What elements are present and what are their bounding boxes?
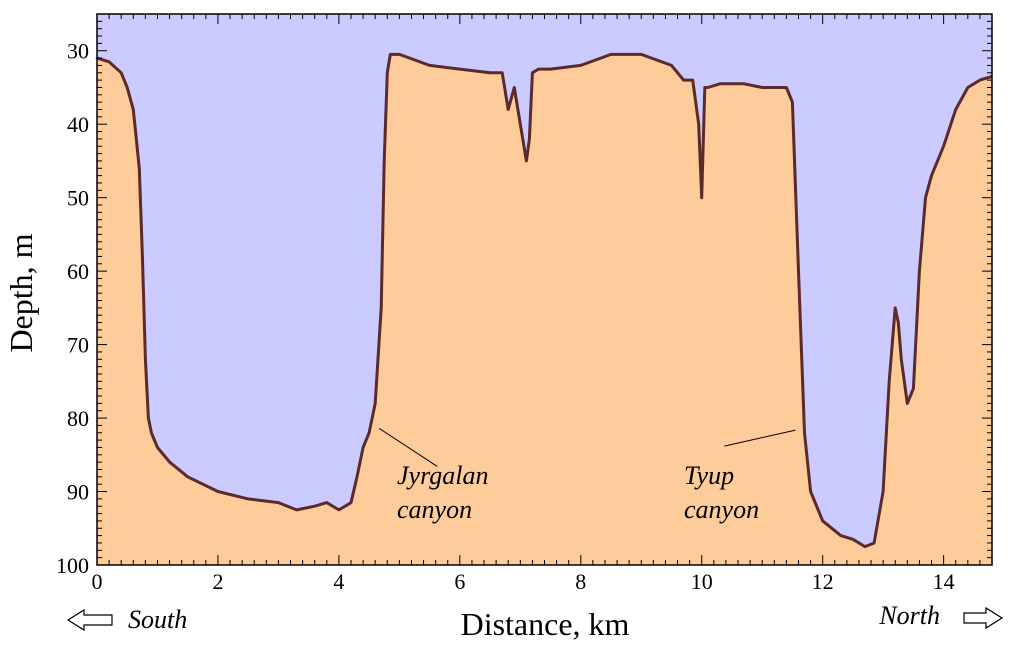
x-tick-label: 12 xyxy=(812,569,834,594)
depth-profile-line xyxy=(95,52,993,549)
x-tick-label: 8 xyxy=(575,569,586,594)
annotation-tyup-line2: canyon xyxy=(684,495,759,524)
annotations: Jyrgalan canyon Tyup canyon xyxy=(378,427,796,524)
right-arrow-icon xyxy=(963,606,1004,630)
south-label: South xyxy=(128,605,187,634)
x-tick-label: 6 xyxy=(454,569,465,594)
y-tick-label: 100 xyxy=(56,553,89,578)
axes: 0 2 4 6 8 10 12 14 30 40 50 60 70 80 90 100 xyxy=(56,13,993,594)
annotation-jyrgalan-line2: canyon xyxy=(397,495,472,524)
y-tick-label: 50 xyxy=(67,186,89,211)
annotation-tyup-line1: Tyup xyxy=(684,461,734,490)
x-tick-label: 14 xyxy=(933,569,955,594)
x-tick-label: 2 xyxy=(212,569,223,594)
y-tick-label: 80 xyxy=(67,406,89,431)
y-tick-label: 90 xyxy=(67,480,89,505)
y-tick-label: 70 xyxy=(67,333,89,358)
x-tick-label: 10 xyxy=(691,569,713,594)
y-tick-label: 40 xyxy=(67,112,89,137)
annotation-jyrgalan-line1: Jyrgalan xyxy=(397,461,488,490)
y-tick-label: 30 xyxy=(67,39,89,64)
y-tick-label: 60 xyxy=(67,259,89,284)
y-axis-title: Depth, m xyxy=(3,233,39,352)
x-tick-label: 4 xyxy=(333,569,344,594)
x-tick-label: 0 xyxy=(92,569,103,594)
x-axis-title: Distance, km xyxy=(461,606,630,642)
annotation-leader-tyup xyxy=(724,429,796,447)
left-arrow-icon xyxy=(66,608,113,632)
north-indicator: North xyxy=(878,601,1004,630)
ground-area xyxy=(97,54,992,566)
annotation-leader-jyrgalan xyxy=(378,427,438,467)
north-label: North xyxy=(878,601,940,630)
plot-area xyxy=(95,14,993,566)
south-indicator: South xyxy=(66,605,187,634)
